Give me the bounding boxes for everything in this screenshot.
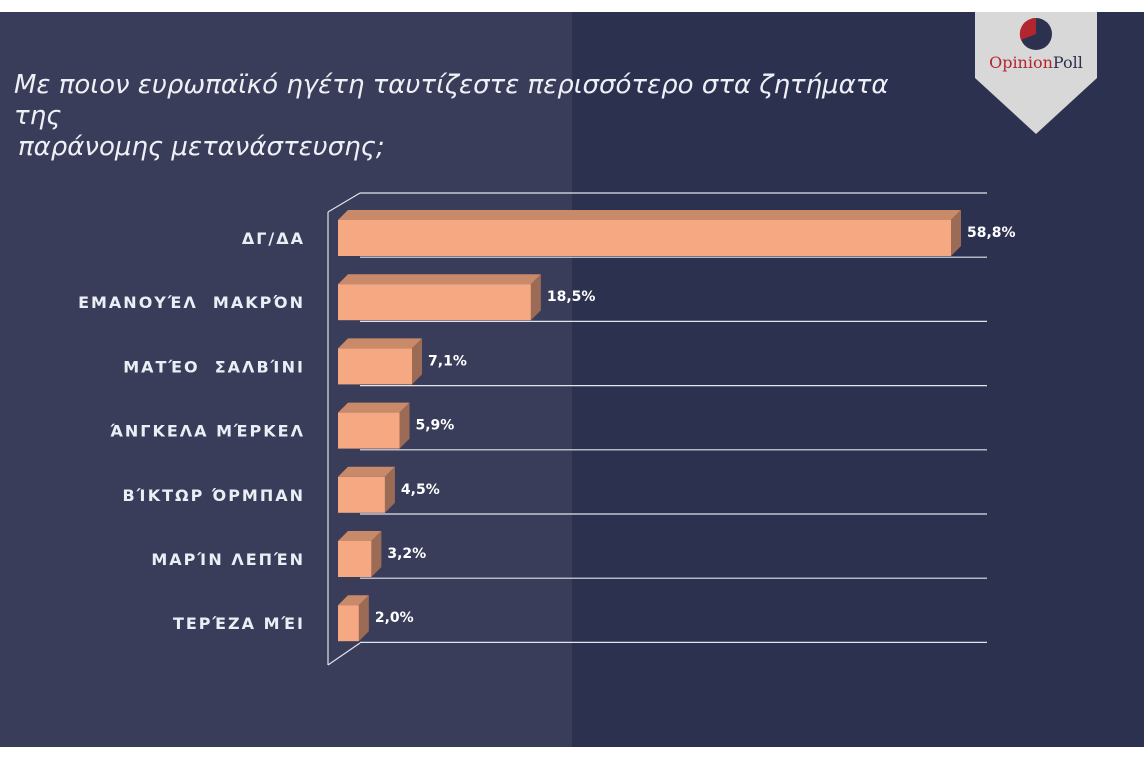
bar-top-face (338, 338, 423, 349)
bar-side-face (951, 210, 961, 256)
title-line-2: παράνομης μετανάστευσης; (18, 132, 385, 162)
bar-front-face (338, 220, 951, 256)
value-label: 7,1% (428, 353, 467, 369)
bar-front-face (338, 284, 531, 321)
bar-top-face (338, 402, 410, 413)
svg-text:OpinionPoll: OpinionPoll (989, 53, 1083, 72)
category-label: ΔΓ/ΔΑ (242, 229, 305, 248)
value-label: 18,5% (547, 289, 596, 305)
bar (338, 210, 961, 256)
bar-top-face (338, 595, 369, 606)
value-label: 58,8% (967, 225, 1016, 241)
title-line-1: Με ποιον ευρωπαϊκό ηγέτη ταυτίζεστε περι… (14, 70, 889, 131)
category-label: ΜΑΤΈΟ ΣΑΛΒΊΝΙ (123, 357, 305, 376)
bar-front-face (338, 605, 359, 642)
bar-side-face (530, 274, 541, 321)
category-label: ΒΊΚΤΩΡ ΌΡΜΠΑΝ (123, 486, 305, 505)
chart-top-corner (327, 192, 361, 213)
opinionpoll-logo: OpinionPoll (975, 12, 1097, 134)
category-label: ΜΑΡΊΝ ΛΕΠΈΝ (151, 550, 305, 569)
bar-front-face (338, 348, 413, 385)
logo-text-poll: Poll (1053, 53, 1083, 72)
value-label: 2,0% (375, 610, 414, 626)
bar-top-face (338, 274, 541, 285)
category-label: ΆΝΓΚΕΛΑ ΜΈΡΚΕΛ (110, 422, 305, 441)
value-label: 4,5% (401, 482, 440, 498)
bar (338, 531, 382, 577)
bar-top-face (338, 531, 382, 541)
bar-front-face (338, 412, 400, 449)
bar (338, 402, 410, 449)
bar-front-face (338, 541, 372, 577)
value-label: 3,2% (387, 546, 426, 562)
slide-background: Με ποιον ευρωπαϊκό ηγέτη ταυτίζεστε περι… (0, 12, 1144, 747)
bar-side-face (399, 402, 410, 449)
bar (338, 595, 369, 642)
slide-left-panel (0, 12, 572, 747)
bar-side-face (412, 338, 423, 385)
bar (338, 466, 395, 513)
category-label: ΕΜΑΝΟΥΈΛ ΜΑΚΡΌΝ (78, 293, 305, 312)
bar-front-face (338, 476, 385, 513)
bar-chart: 58,8% ΔΓ/ΔΑ 18,5% ΕΜΑΝΟΥΈΛ ΜΑΚΡΌΝ 7,1% ΜΑΤΈΟ … (78, 192, 1016, 666)
bar-side-face (384, 466, 395, 513)
bar (338, 338, 423, 385)
bar-top-face (338, 210, 961, 220)
bar (338, 274, 541, 321)
bar-side-face (358, 595, 369, 642)
bar-top-face (338, 466, 395, 477)
category-label: ΤΕΡΈΖΑ ΜΈΙ (173, 614, 305, 633)
chart-bottom-corner (327, 642, 361, 666)
value-label: 5,9% (416, 418, 455, 434)
chart-title: Με ποιον ευρωπαϊκό ηγέτη ταυτίζεστε περι… (14, 70, 914, 163)
bar-side-face (371, 531, 382, 577)
logo-text-opinion: Opinion (989, 53, 1053, 72)
